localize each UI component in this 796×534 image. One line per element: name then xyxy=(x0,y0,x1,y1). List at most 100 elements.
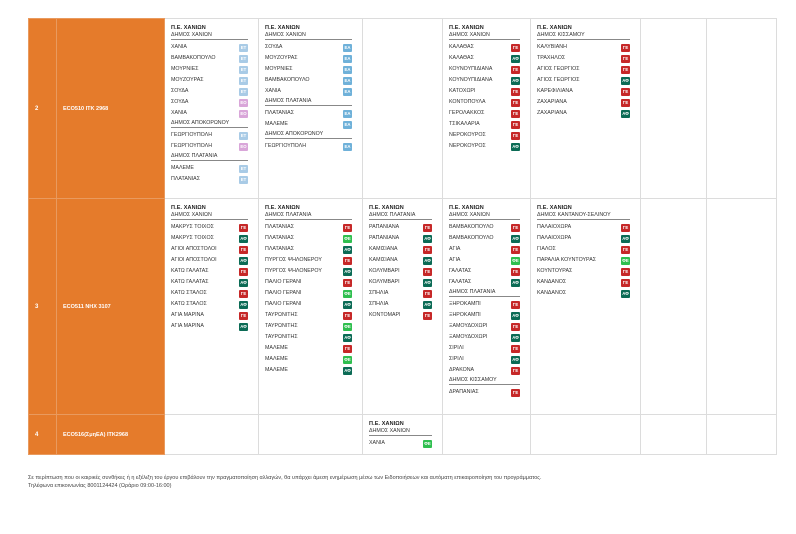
service-badge: ΑΦ xyxy=(511,55,520,63)
list-item: ΝΕΡΟΚΟΥΡΟΣ ΑΦ xyxy=(449,142,526,153)
region-title: Π.Ε. ΧΑΝΙΩΝ xyxy=(265,25,300,31)
vehicle-code: ECO516(ΣμηΕΑ) ΙΤΚ2968 xyxy=(56,414,165,455)
municipality-header: ΔΗΜΟΣ ΧΑΝΙΩΝ xyxy=(449,32,520,40)
footer-phone: Τηλέφωνα επικοινωνίας 8001124424 (Ωράριο… xyxy=(28,482,172,489)
list-item: ΠΑΛΑΙΟΧΩΡΑ ΓΕ xyxy=(537,223,636,234)
location-name: ΠΛΑΤΑΝΙΑΣ xyxy=(171,176,200,182)
list-item: ΚΟΝΤΟΜΑΡΙ ΓΕ xyxy=(369,311,438,322)
list-item: ΜΑΛΕΜΕ ΓΕ xyxy=(265,344,358,355)
list-item: ΠΑΛΙΟ ΓΕΡΑΝΙ ΦΕ xyxy=(265,289,358,300)
location-name: ΚΟΥΝΟΥΠΙΔΙΑΝΑ xyxy=(449,77,493,83)
location-name: ΑΓΙΟΙ ΑΠΟΣΤΟΛΟΙ xyxy=(171,257,217,263)
service-badge: ΑΦ xyxy=(621,290,630,298)
municipality-header: ΔΗΜΟΣ ΧΑΝΙΩΝ xyxy=(171,212,248,220)
location-name: ΓΕΡΟΛΑΚΚΟΣ xyxy=(449,110,485,116)
service-badge: ΑΦ xyxy=(239,323,248,331)
service-badge: ΕΤ xyxy=(239,176,248,184)
service-badge: ΕΤ xyxy=(239,165,248,173)
region-title: Π.Ε. ΧΑΝΙΩΝ xyxy=(171,25,206,31)
list-item: ΔΡΑΚΟΝΑ ΓΕ xyxy=(449,366,526,377)
location-name: ΡΑΠΑΝΙΑΝΑ xyxy=(369,235,400,241)
region-title: Π.Ε. ΧΑΝΙΩΝ xyxy=(265,205,300,211)
list-item: ΣΙΡΙΛΙ ΑΦ xyxy=(449,355,526,366)
service-badge: ΦΕ xyxy=(343,235,352,243)
location-name: ΓΑΛΑΤΑΣ xyxy=(449,268,472,274)
location-name: ΜΑΛΕΜΕ xyxy=(171,165,194,171)
location-name: ΚΑΛΥΒΙΑΝΗ xyxy=(537,44,567,50)
schedule-cell xyxy=(362,18,443,199)
list-item: ΓΑΛΑΤΑΣ ΓΕ xyxy=(449,267,526,278)
location-name: ΓΕΩΡΓΙΟΥΠΟΛΗ xyxy=(171,132,213,138)
municipality-header: ΔΗΜΟΣ ΚΙΣΣΑΜΟΥ xyxy=(449,377,520,385)
location-name: ΠΛΑΤΑΝΙΑΣ xyxy=(265,235,294,241)
service-badge: ΓΕ xyxy=(511,323,520,331)
list-item: ΑΓΙΑ ΓΕ xyxy=(449,245,526,256)
location-name: ΠΑΛΑΙΟΧΩΡΑ xyxy=(537,235,572,241)
service-badge: ΕΤ xyxy=(239,132,248,140)
list-item: ΜΑΛΕΜΕ ΕΤ xyxy=(171,164,254,175)
service-badge: ΑΦ xyxy=(343,301,352,309)
location-name: ΔΡΑΠΑΝΙΑΣ xyxy=(449,389,479,395)
list-item: ΒΑΜΒΑΚΟΠΟΥΛΟ ΕΤ xyxy=(171,54,254,65)
list-item: ΓΙΑΛΟΣ ΓΕ xyxy=(537,245,636,256)
service-badge: ΑΦ xyxy=(343,367,352,375)
municipality-header: ΔΗΜΟΣ ΧΑΝΙΩΝ xyxy=(369,428,432,436)
list-item: ΜΟΥΡΝΙΕΣ ΕΑ xyxy=(265,65,358,76)
location-name: ΑΓΙΑ xyxy=(449,257,461,263)
region-title: Π.Ε. ΧΑΝΙΩΝ xyxy=(171,205,206,211)
list-item: ΠΛΑΤΑΝΙΑΣ ΦΕ xyxy=(265,234,358,245)
location-name: ΚΟΥΝΤΟΥΡΑΣ xyxy=(537,268,573,274)
list-item: ΞΑΜΟΥΔΟΧΩΡΙ ΑΦ xyxy=(449,333,526,344)
location-name: ΚΑΡΕΦΙΛΙΑΝΑ xyxy=(537,88,573,94)
list-item: ΣΠΗΛΙΑ ΑΦ xyxy=(369,300,438,311)
service-badge: ΑΦ xyxy=(239,279,248,287)
list-item: ΚΟΥΝΟΥΠΙΔΙΑΝΑ ΑΦ xyxy=(449,76,526,87)
municipality-header: ΔΗΜΟΣ ΧΑΝΙΩΝ xyxy=(449,212,520,220)
location-name: ΧΑΝΙΑ xyxy=(265,88,281,94)
location-name: ΤΣΙΚΑΛΑΡΙΑ xyxy=(449,121,480,127)
footer-notice: Σε περίπτωση που οι καιρικές συνθήκες ή … xyxy=(28,475,542,481)
location-name: ΚΑΝΔΑΝΟΣ xyxy=(537,279,567,285)
municipality-header: ΔΗΜΟΣ ΠΛΑΤΑΝΙΑ xyxy=(449,289,520,297)
municipality-header: ΔΗΜΟΣ ΠΛΑΤΑΝΙΑ xyxy=(171,153,248,161)
service-badge: ΑΦ xyxy=(343,246,352,254)
location-name: ΣΠΗΛΙΑ xyxy=(369,301,389,307)
service-badge: ΕΑ xyxy=(343,121,352,129)
service-badge: ΓΕ xyxy=(511,66,520,74)
service-badge: ΓΕ xyxy=(343,312,352,320)
location-name: ΓΙΑΛΟΣ xyxy=(537,246,556,252)
row-number: 2 xyxy=(28,18,57,199)
list-item: ΣΟΥΔΑ ΕΟ xyxy=(171,98,254,109)
list-item: ΚΑΛΑΘΑΣ ΓΕ xyxy=(449,43,526,54)
list-item: ΜΑΚΡΥΣ ΤΟΙΧΟΣ ΓΕ xyxy=(171,223,254,234)
location-name: ΠΑΛΙΟ ΓΕΡΑΝΙ xyxy=(265,301,302,307)
location-name: ΣΟΥΔΑ xyxy=(171,88,189,94)
service-badge: ΑΦ xyxy=(343,268,352,276)
row-number: 4 xyxy=(28,414,57,455)
list-item: ΜΟΥΖΟΥΡΑΣ ΕΤ xyxy=(171,76,254,87)
schedule-cell: Π.Ε. ΧΑΝΙΩΝ ΔΗΜΟΣ ΧΑΝΙΩΝ ΣΟΥΔΑ ΕΑ ΜΟΥΖΟΥΡΑΣ Ε… xyxy=(258,18,363,199)
location-name: ΜΑΛΕΜΕ xyxy=(265,356,288,362)
municipality-header: ΔΗΜΟΣ ΠΛΑΤΑΝΙΑ xyxy=(369,212,432,220)
list-item: ΑΓΙΟΣ ΓΕΩΡΓΙΟΣ ΑΦ xyxy=(537,76,636,87)
service-badge: ΓΕ xyxy=(239,268,248,276)
schedule-cell xyxy=(640,198,707,415)
location-name: ΓΑΛΑΤΑΣ xyxy=(449,279,472,285)
list-item: ΠΥΡΓΟΣ ΨΗΛΟΝΕΡΟΥ ΑΦ xyxy=(265,267,358,278)
service-badge: ΑΦ xyxy=(621,77,630,85)
service-badge: ΦΕ xyxy=(343,323,352,331)
schedule-cell xyxy=(530,414,641,455)
service-badge: ΓΕ xyxy=(511,246,520,254)
location-name: ΚΟΛΥΜΒΑΡΙ xyxy=(369,268,400,274)
list-item: ΣΠΗΛΙΑ ΓΕ xyxy=(369,289,438,300)
location-name: ΠΛΑΤΑΝΙΑΣ xyxy=(265,224,294,230)
list-item: ΚΟΝΤΟΠΟΥΛΑ ΓΕ xyxy=(449,98,526,109)
location-name: ΧΑΝΙΑ xyxy=(171,44,187,50)
service-badge: ΑΦ xyxy=(343,334,352,342)
schedule-cell: Π.Ε. ΧΑΝΙΩΝ ΔΗΜΟΣ ΠΛΑΤΑΝΙΑ ΡΑΠΑΝΙΑΝΑ ΓΕ ΡΑΠΑ… xyxy=(362,198,443,415)
list-item: ΚΑΜΙΣΙΑΝΑ ΑΦ xyxy=(369,256,438,267)
location-name: ΑΓΙΑ ΜΑΡΙΝΑ xyxy=(171,323,204,329)
location-name: ΧΑΝΙΑ xyxy=(369,440,385,446)
list-item: ΒΑΜΒΑΚΟΠΟΥΛΟ ΕΑ xyxy=(265,76,358,87)
schedule-cell xyxy=(706,198,777,415)
